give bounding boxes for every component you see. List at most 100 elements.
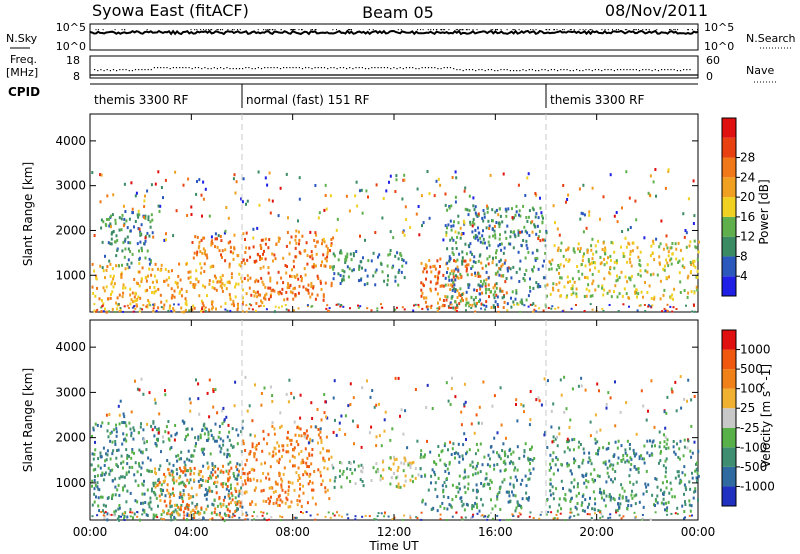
nsearch-dot bbox=[97, 29, 99, 31]
echo-cell bbox=[597, 509, 600, 512]
echo-cell bbox=[471, 220, 474, 224]
echo-cell bbox=[120, 515, 122, 518]
echo-cell bbox=[208, 308, 211, 312]
nsearch-dot bbox=[203, 29, 204, 31]
echo-cell bbox=[534, 257, 537, 261]
echo-cell bbox=[589, 434, 592, 438]
echo-cell bbox=[310, 425, 313, 429]
echo-cell bbox=[276, 281, 279, 285]
nsearch-dot bbox=[269, 29, 271, 31]
echo-cell bbox=[525, 298, 528, 302]
echo-cell bbox=[529, 511, 532, 514]
echo-cell bbox=[654, 504, 656, 507]
echo-cell bbox=[201, 251, 204, 255]
echo-cell bbox=[328, 497, 331, 501]
echo-cell bbox=[485, 291, 487, 295]
echo-cell bbox=[456, 235, 459, 239]
echo-cell bbox=[103, 464, 106, 467]
echo-cell bbox=[256, 252, 259, 256]
nsearch-dot bbox=[121, 29, 123, 31]
echo-cell bbox=[349, 480, 352, 483]
echo-cell bbox=[600, 491, 603, 495]
echo-cell bbox=[496, 431, 499, 435]
echo-cell bbox=[228, 509, 231, 513]
echo-cell bbox=[307, 441, 310, 445]
echo-cell bbox=[505, 436, 507, 440]
echo-cell bbox=[241, 426, 244, 430]
echo-cell bbox=[686, 446, 689, 450]
nave-dot bbox=[182, 67, 184, 69]
echo-cell bbox=[586, 249, 589, 252]
echo-cell bbox=[120, 454, 123, 458]
echo-cell bbox=[462, 476, 465, 480]
echo-cell bbox=[655, 499, 658, 503]
echo-cell bbox=[93, 452, 96, 456]
echo-cell bbox=[548, 468, 551, 472]
echo-cell bbox=[213, 510, 216, 514]
echo-cell bbox=[241, 200, 244, 204]
echo-cell bbox=[251, 467, 254, 471]
echo-cell bbox=[517, 233, 520, 237]
echo-cell bbox=[290, 391, 293, 395]
echo-cell bbox=[293, 396, 295, 400]
echo-cell bbox=[462, 457, 464, 461]
power-ylabel: Slant Range [km] bbox=[21, 162, 35, 266]
echo-cell bbox=[281, 488, 284, 492]
echo-cell bbox=[206, 491, 209, 494]
echo-cell bbox=[513, 233, 516, 237]
echo-cell bbox=[324, 257, 327, 261]
echo-cell bbox=[124, 237, 127, 241]
echo-cell bbox=[499, 289, 502, 293]
echo-cell bbox=[501, 220, 504, 224]
echo-cell bbox=[684, 500, 686, 504]
echo-cell bbox=[688, 244, 691, 248]
echo-cell bbox=[282, 256, 285, 260]
echo-cell bbox=[458, 252, 461, 256]
echo-cell bbox=[475, 443, 478, 446]
echo-cell bbox=[92, 291, 95, 295]
echo-cell bbox=[473, 288, 476, 292]
echo-cell bbox=[280, 483, 283, 487]
echo-cell bbox=[127, 258, 130, 262]
echo-cell bbox=[488, 224, 491, 228]
echo-cell bbox=[231, 427, 234, 431]
echo-cell bbox=[643, 236, 646, 240]
echo-cell bbox=[537, 396, 540, 400]
echo-cell bbox=[579, 443, 582, 446]
nave-dot bbox=[254, 68, 256, 70]
echo-cell bbox=[118, 293, 121, 297]
echo-cell bbox=[298, 426, 300, 430]
echo-cell bbox=[315, 233, 318, 237]
echo-cell bbox=[323, 411, 326, 415]
echo-cell bbox=[224, 308, 227, 311]
echo-cell bbox=[667, 254, 670, 258]
echo-cell bbox=[125, 471, 128, 475]
echo-cell bbox=[557, 264, 560, 267]
echo-cell bbox=[654, 477, 657, 481]
echo-cell bbox=[140, 450, 142, 454]
echo-cell bbox=[310, 401, 313, 405]
echo-cell bbox=[481, 303, 484, 306]
echo-cell bbox=[529, 277, 531, 281]
echo-cell bbox=[94, 440, 96, 444]
nave-dot bbox=[97, 70, 99, 72]
nsearch-dot bbox=[472, 29, 474, 31]
echo-cell bbox=[456, 296, 459, 299]
echo-cell bbox=[520, 243, 523, 247]
echo-cell bbox=[493, 296, 496, 300]
echo-cell bbox=[163, 238, 166, 242]
echo-cell bbox=[505, 209, 508, 213]
echo-cell bbox=[468, 194, 471, 198]
echo-cell bbox=[167, 509, 170, 513]
echo-cell bbox=[609, 272, 612, 276]
echo-cell bbox=[261, 301, 264, 305]
echo-cell bbox=[697, 250, 700, 254]
echo-cell bbox=[173, 303, 175, 306]
echo-cell bbox=[644, 482, 647, 486]
velocity-echoes bbox=[90, 375, 700, 523]
echo-cell bbox=[676, 442, 678, 446]
echo-cell bbox=[137, 295, 140, 299]
echo-cell bbox=[381, 476, 384, 480]
echo-cell bbox=[527, 215, 530, 219]
echo-cell bbox=[457, 490, 460, 494]
